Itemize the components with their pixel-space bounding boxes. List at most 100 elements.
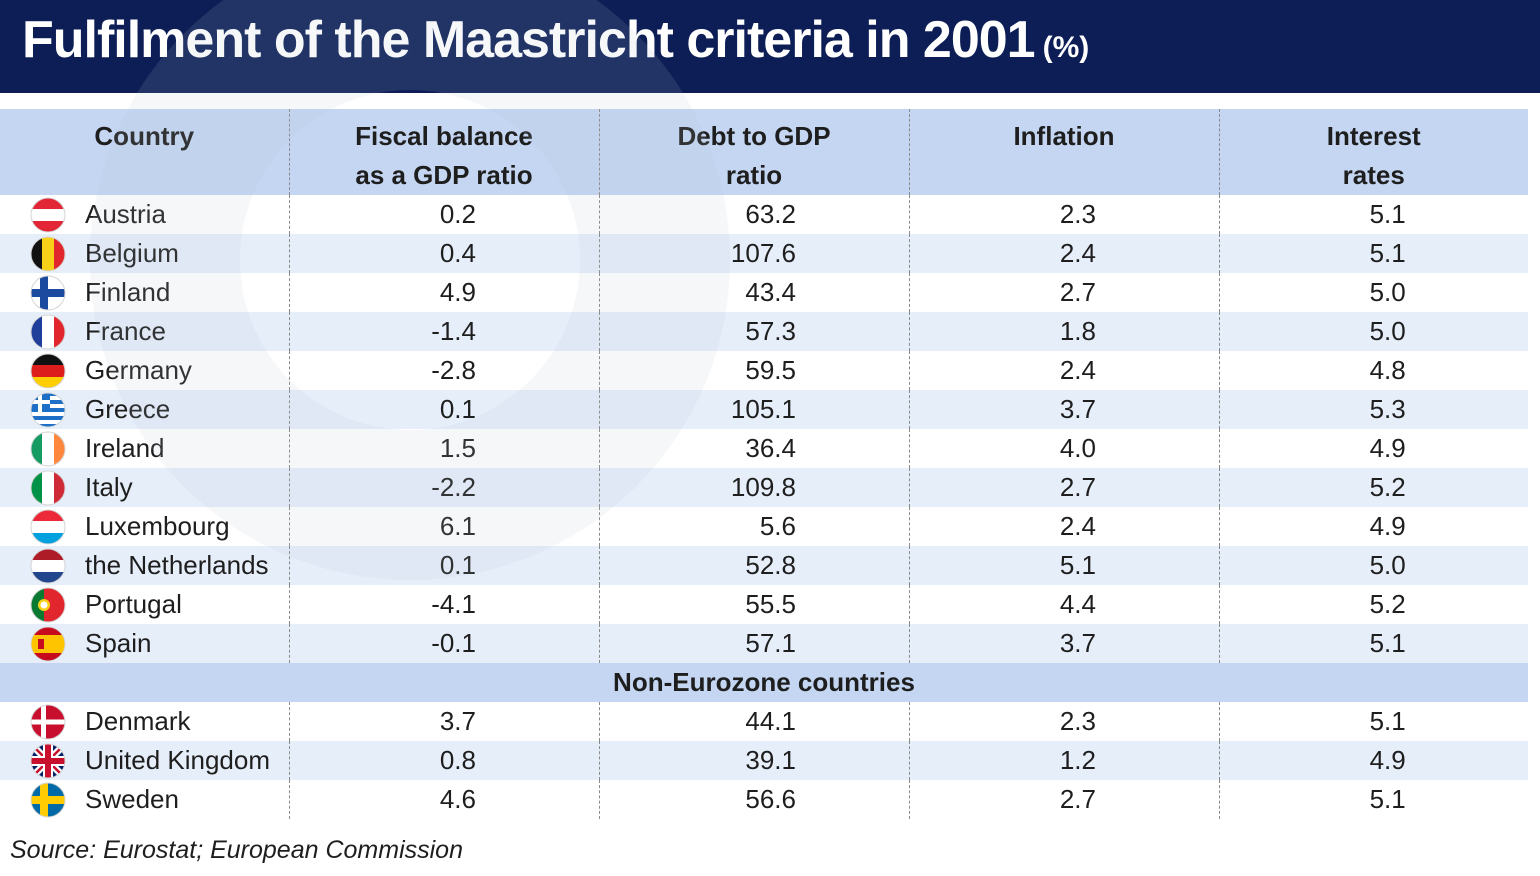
table-row: Ireland 1.5 36.4 4.0 4.9 (0, 429, 1528, 468)
netherlands-flag-icon (30, 548, 66, 583)
column-header-line: as a GDP ratio (355, 160, 533, 190)
cell-value: 3.7 (1059, 394, 1096, 424)
country-cell: Sweden (0, 780, 289, 819)
cell-value: 4.4 (1059, 589, 1096, 619)
cell-value: 59.5 (745, 355, 796, 385)
france-flag-icon (30, 314, 66, 349)
debt-ratio-cell: 5.6 (598, 507, 909, 546)
cell-value: -4.1 (431, 589, 476, 619)
interest-rate-cell: 5.0 (1218, 546, 1528, 585)
table-row: Luxembourg 6.1 5.6 2.4 4.9 (0, 507, 1528, 546)
section-row: Non-Eurozone countries (0, 663, 1528, 702)
country-cell: Ireland (0, 429, 289, 468)
portugal-flag-icon (30, 587, 66, 622)
inflation-cell: 4.0 (908, 429, 1219, 468)
table-row: the Netherlands 0.1 52.8 5.1 5.0 (0, 546, 1528, 585)
spain-flag-icon (30, 626, 66, 661)
country-cell: Italy (0, 468, 289, 507)
country-name: Belgium (85, 238, 179, 268)
ireland-flag-icon (30, 431, 66, 466)
cell-value: 105.1 (730, 394, 796, 424)
cell-value: 57.1 (745, 628, 796, 658)
country-cell: Luxembourg (0, 507, 289, 546)
country-name: Finland (85, 277, 171, 307)
inflation-cell: 2.7 (908, 468, 1219, 507)
column-header: Fiscal balance as a GDP ratio (288, 109, 599, 195)
interest-rate-cell: 5.1 (1218, 702, 1528, 741)
country-cell: Belgium (0, 234, 289, 273)
cell-value: 44.1 (745, 706, 796, 736)
interest-rate-cell: 5.1 (1218, 780, 1528, 819)
cell-value: 36.4 (745, 433, 796, 463)
title-text: Fulfilment of the Maastricht criteria in… (22, 11, 1036, 69)
cell-value: 5.6 (759, 511, 796, 541)
table-row: Italy -2.2 109.8 2.7 5.2 (0, 468, 1528, 507)
cell-value: 2.7 (1059, 472, 1096, 502)
inflation-cell: 2.7 (908, 780, 1219, 819)
debt-ratio-cell: 52.8 (598, 546, 909, 585)
cell-value: 0.8 (439, 745, 476, 775)
debt-ratio-cell: 57.3 (598, 312, 909, 351)
debt-ratio-cell: 43.4 (598, 273, 909, 312)
cell-value: 5.1 (1369, 706, 1406, 736)
country-name: Spain (85, 628, 152, 658)
fiscal-balance-cell: 1.5 (288, 429, 599, 468)
country-name: United Kingdom (85, 745, 270, 775)
luxembourg-flag-icon (30, 509, 66, 544)
cell-value: 1.5 (439, 433, 476, 463)
debt-ratio-cell: 63.2 (598, 195, 909, 234)
inflation-cell: 5.1 (908, 546, 1219, 585)
column-header: Interest rates (1218, 109, 1528, 195)
fiscal-balance-cell: -4.1 (288, 585, 599, 624)
source-note: Source: Eurostat; European Commission (10, 836, 463, 864)
debt-ratio-cell: 56.6 (598, 780, 909, 819)
country-name: Portugal (85, 589, 182, 619)
cell-value: 2.4 (1059, 238, 1096, 268)
sweden-flag-icon (30, 782, 66, 817)
debt-ratio-cell: 36.4 (598, 429, 909, 468)
cell-value: 5.3 (1369, 394, 1406, 424)
cell-value: 4.9 (1369, 433, 1406, 463)
cell-value: 57.3 (745, 316, 796, 346)
cell-value: 109.8 (730, 472, 796, 502)
cell-value: -2.2 (431, 472, 476, 502)
cell-value: 2.7 (1059, 277, 1096, 307)
uk-flag-icon (30, 743, 66, 778)
column-header-line: Interest (1326, 121, 1421, 151)
debt-ratio-cell: 55.5 (598, 585, 909, 624)
fiscal-balance-cell: 4.9 (288, 273, 599, 312)
cell-value: 56.6 (745, 784, 796, 814)
inflation-cell: 4.4 (908, 585, 1219, 624)
cell-value: 3.7 (1059, 628, 1096, 658)
country-cell: Greece (0, 390, 289, 429)
debt-ratio-cell: 107.6 (598, 234, 909, 273)
country-cell: Spain (0, 624, 289, 663)
cell-value: 2.3 (1059, 706, 1096, 736)
inflation-cell: 3.7 (908, 390, 1219, 429)
table-row: Greece 0.1 105.1 3.7 5.3 (0, 390, 1528, 429)
cell-value: 4.9 (439, 277, 476, 307)
cell-value: 3.7 (439, 706, 476, 736)
column-header-line: Country (94, 121, 195, 151)
cell-value: -0.1 (431, 628, 476, 658)
table-row: Spain -0.1 57.1 3.7 5.1 (0, 624, 1528, 663)
interest-rate-cell: 4.9 (1218, 741, 1528, 780)
cell-value: 5.1 (1369, 199, 1406, 229)
cell-value: 0.1 (439, 394, 476, 424)
table-body: Austria 0.2 63.2 2.3 5.1 Belgium 0.4 107.6 2.4 5.… (0, 195, 1528, 819)
column-header-line: ratio (725, 160, 783, 190)
country-cell: Germany (0, 351, 289, 390)
cell-value: 4.9 (1369, 511, 1406, 541)
belgium-flag-icon (30, 236, 66, 271)
column-header: Country (0, 109, 289, 195)
column-header: Inflation (908, 109, 1219, 195)
table-row: Austria 0.2 63.2 2.3 5.1 (0, 195, 1528, 234)
title-bar: Fulfilment of the Maastricht criteria in… (0, 0, 1540, 93)
title-unit: (%) (1042, 31, 1090, 64)
table-row: United Kingdom 0.8 39.1 1.2 4.9 (0, 741, 1528, 780)
column-header-line: Debt to GDP (677, 121, 831, 151)
denmark-flag-icon (30, 704, 66, 739)
country-name: Germany (85, 355, 192, 385)
table-row: Sweden 4.6 56.6 2.7 5.1 (0, 780, 1528, 819)
cell-value: 2.3 (1059, 199, 1096, 229)
